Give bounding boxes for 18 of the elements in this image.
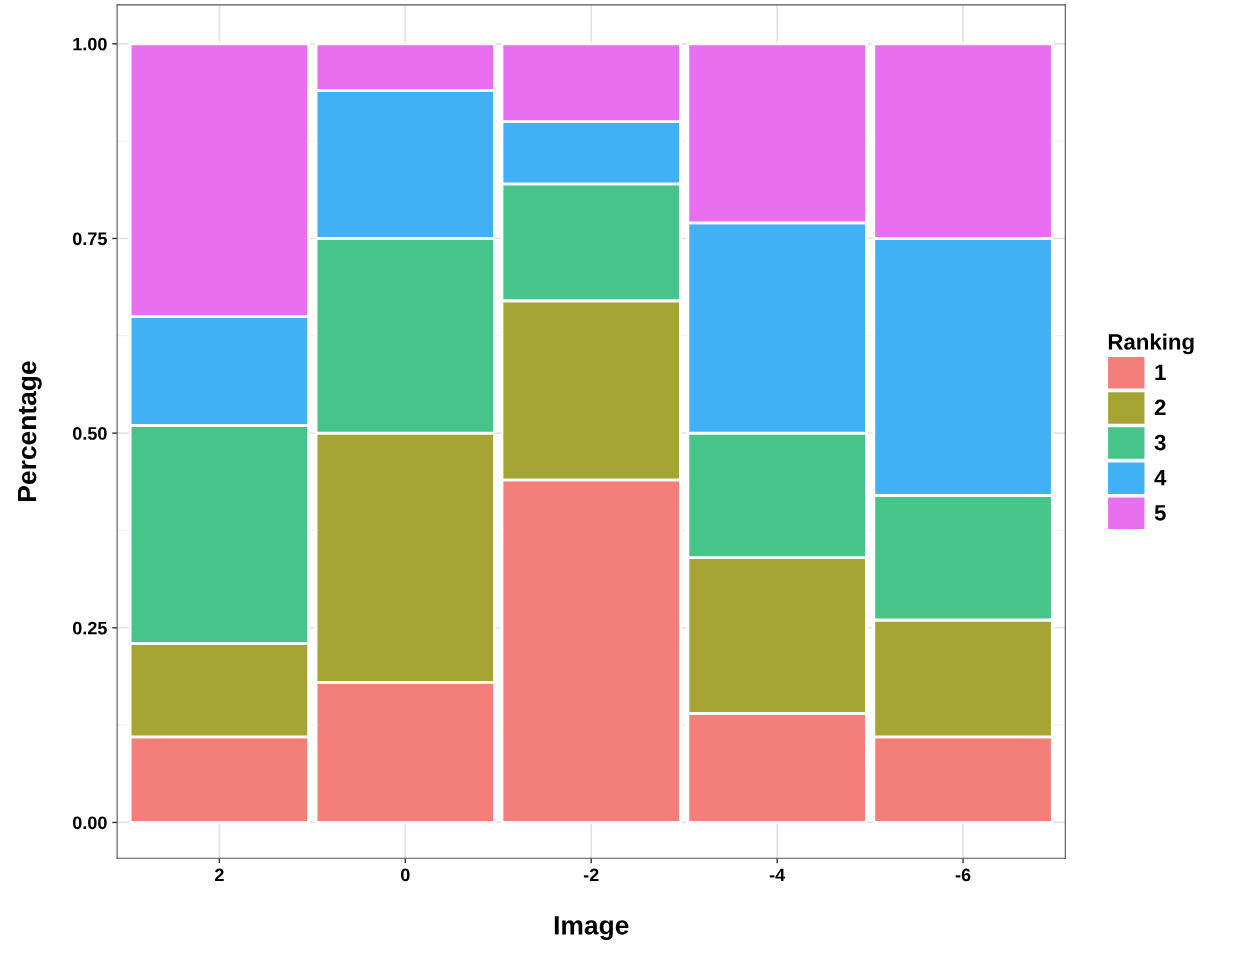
x-tick-label: 0	[401, 868, 410, 882]
y-tick-label: 0.50	[72, 427, 107, 440]
y-tick-label: 0.00	[72, 816, 107, 830]
y-axis-title: Percentage	[17, 361, 42, 501]
x-tick-label: -2	[583, 868, 599, 882]
y-tick-label: 0.75	[72, 232, 107, 246]
x-tick-label: 2	[215, 868, 224, 882]
x-tick-label: -6	[955, 868, 971, 882]
legend-label: 4	[1154, 470, 1167, 486]
legend-label: 2	[1154, 399, 1166, 416]
x-axis-title: Image	[554, 916, 629, 940]
legend-title: Ranking	[1108, 333, 1194, 355]
legend-label: 5	[1154, 505, 1166, 521]
y-tick-label: 0.25	[72, 621, 107, 635]
legend-label: 1	[1155, 364, 1166, 380]
y-tick-label: 1.00	[73, 37, 107, 51]
x-tick-label: -4	[769, 868, 786, 882]
legend-label: 3	[1154, 434, 1166, 451]
